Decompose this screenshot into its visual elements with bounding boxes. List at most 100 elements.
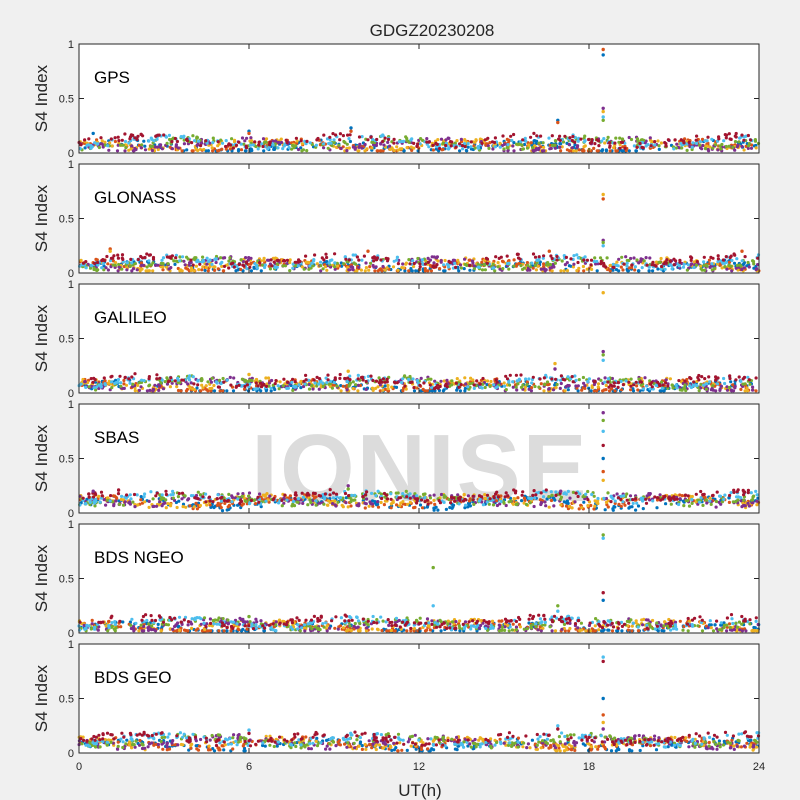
data-point: [558, 386, 562, 390]
data-point: [299, 379, 303, 383]
data-point: [403, 269, 407, 273]
data-point: [265, 382, 269, 386]
data-point: [390, 146, 394, 150]
data-point: [647, 265, 651, 269]
data-point: [205, 141, 209, 145]
data-point: [188, 386, 192, 390]
data-point: [140, 143, 144, 147]
data-point: [364, 266, 368, 270]
data-point: [277, 387, 281, 391]
data-point: [385, 259, 390, 263]
spike-point: [601, 47, 605, 52]
data-point: [231, 389, 236, 393]
data-point: [619, 497, 623, 502]
data-point: [458, 263, 463, 267]
data-point: [608, 141, 612, 145]
data-point: [191, 134, 195, 138]
data-point: [412, 141, 416, 145]
data-point: [101, 145, 105, 149]
data-point: [571, 265, 576, 269]
data-point: [624, 379, 628, 383]
data-point: [214, 254, 219, 259]
y-tick-label: 0: [68, 148, 74, 160]
data-point: [117, 139, 121, 143]
data-point: [481, 382, 485, 386]
data-point: [244, 144, 248, 148]
data-point: [151, 497, 155, 501]
data-point: [521, 383, 525, 387]
data-point: [145, 265, 149, 269]
data-point: [188, 374, 192, 378]
data-point: [302, 384, 306, 389]
data-point: [720, 500, 725, 504]
data-point: [606, 380, 610, 384]
data-point: [469, 145, 473, 149]
data-point: [728, 374, 732, 378]
data-point: [360, 135, 364, 139]
y-tick-label: 0.5: [59, 454, 74, 466]
data-point: [319, 379, 323, 383]
data-point: [374, 386, 378, 390]
data-point: [617, 140, 621, 144]
data-point: [749, 146, 754, 150]
data-point: [499, 499, 503, 504]
data-point: [261, 144, 265, 149]
data-point: [249, 498, 254, 503]
data-point: [739, 496, 743, 500]
data-point: [281, 147, 285, 151]
data-point: [564, 255, 569, 259]
data-point: [371, 378, 375, 383]
data-point: [176, 146, 180, 150]
data-point: [294, 136, 298, 140]
data-point: [415, 494, 419, 498]
data-point: [396, 262, 400, 266]
data-point: [348, 374, 352, 378]
data-point: [133, 372, 137, 376]
data-point: [508, 373, 512, 377]
data-point: [203, 268, 207, 272]
data-point: [532, 149, 536, 153]
data-point: [643, 376, 647, 380]
data-point: [291, 388, 295, 392]
data-point: [549, 498, 554, 503]
data-point: [550, 134, 554, 138]
data-point: [710, 137, 714, 141]
data-point: [541, 256, 545, 260]
data-point: [204, 492, 208, 496]
data-point: [237, 383, 241, 387]
data-point: [694, 138, 698, 142]
data-point: [83, 380, 87, 384]
data-point: [418, 142, 422, 146]
data-point: [334, 504, 338, 508]
data-point: [596, 149, 600, 153]
data-point: [746, 491, 750, 495]
data-point: [262, 149, 266, 153]
data-point: [338, 138, 342, 142]
data-point: [370, 502, 375, 506]
data-point: [229, 262, 233, 266]
data-point: [505, 145, 509, 150]
data-point: [176, 266, 180, 271]
data-point: [524, 139, 528, 143]
data-point: [93, 141, 97, 145]
data-point: [698, 140, 702, 144]
data-point: [575, 145, 579, 149]
data-point: [512, 141, 516, 145]
data-point: [570, 375, 574, 379]
data-point: [306, 491, 310, 495]
spike-point: [553, 367, 557, 371]
data-point: [465, 149, 469, 153]
data-point: [277, 140, 281, 145]
data-point: [514, 373, 519, 377]
data-point: [652, 263, 657, 267]
data-point: [690, 497, 694, 502]
data-point: [630, 263, 634, 267]
data-point: [725, 385, 729, 389]
data-point: [750, 501, 754, 505]
data-point: [264, 389, 268, 393]
data-point: [433, 379, 437, 383]
data-point: [210, 376, 214, 380]
data-point: [81, 496, 85, 500]
spike-point: [556, 120, 560, 125]
data-point: [441, 142, 445, 146]
